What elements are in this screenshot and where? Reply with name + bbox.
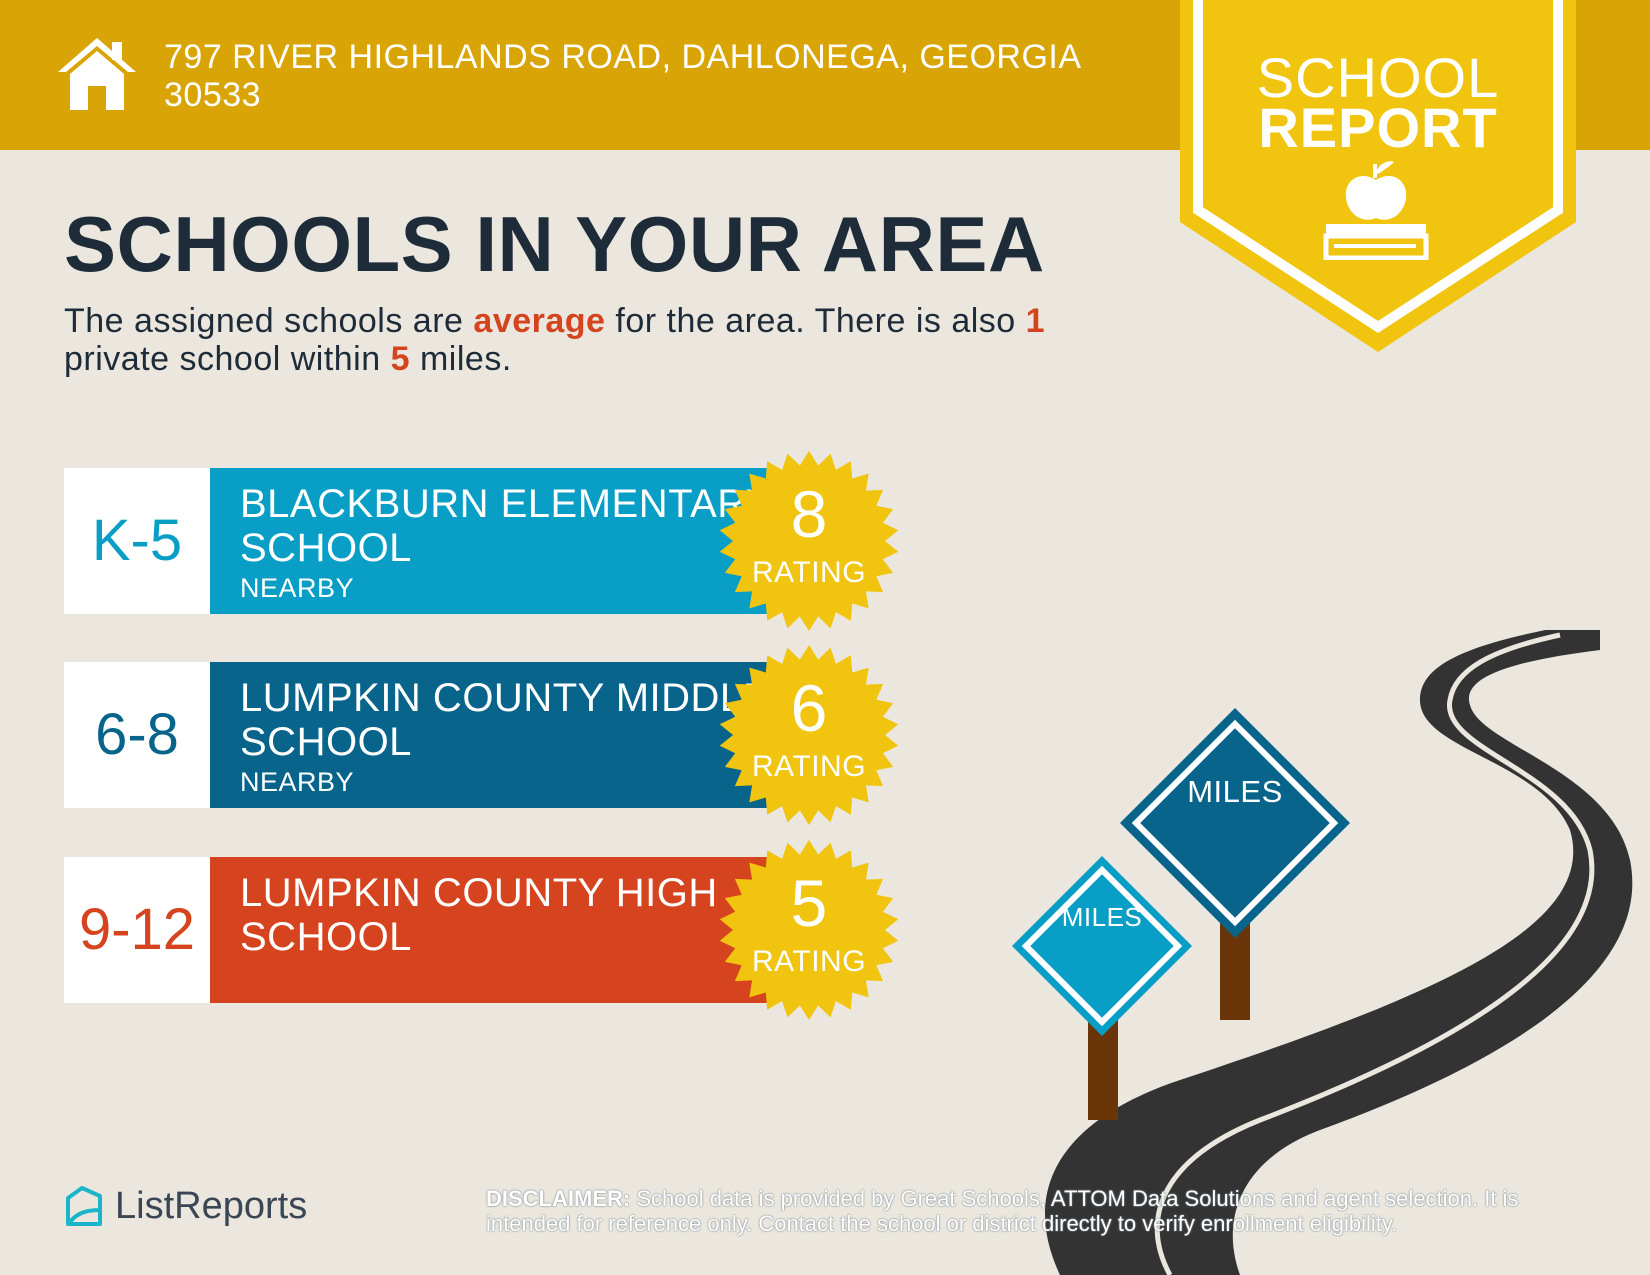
- school-row-middle: 6-8 LUMPKIN COUNTY MIDDLE SCHOOL NEARBY …: [64, 645, 904, 825]
- school-info: BLACKBURN ELEMENTARY SCHOOL NEARBY: [210, 468, 776, 614]
- rating-seal-icon: [719, 451, 899, 631]
- winding-road-illustration: [1012, 630, 1633, 1275]
- school-report-badge: [1180, 0, 1576, 352]
- private-school-count: 1: [1025, 302, 1046, 340]
- school-info: LUMPKIN COUNTY MIDDLE SCHOOL NEARBY: [210, 662, 776, 808]
- rating-label: RATING: [751, 750, 867, 783]
- school-info: LUMPKIN COUNTY HIGH SCHOOL: [210, 857, 776, 1003]
- property-address: 797 RIVER HIGHLANDS ROAD, DAHLONEGA, GEO…: [164, 38, 1080, 114]
- rating-seal-icon: [719, 645, 899, 825]
- grade-range: K-5: [64, 468, 210, 614]
- schools-summary: The assigned schools are average for the…: [64, 302, 1144, 378]
- school-row-elementary: K-5 BLACKBURN ELEMENTARY SCHOOL NEARBY 8…: [64, 451, 904, 631]
- rating-label: RATING: [751, 556, 867, 589]
- summary-text: for the area. There is also: [605, 302, 1026, 340]
- listreports-logo-icon: [66, 1186, 102, 1226]
- disclaimer: DISCLAIMER: School data is provided by G…: [486, 1186, 1606, 1236]
- summary-text: private school within: [64, 340, 391, 378]
- rating-value: 8: [790, 477, 828, 551]
- apple-on-book-icon: [1323, 161, 1429, 260]
- rating-value: 6: [790, 671, 828, 745]
- badge-title-line1: SCHOOL: [1256, 46, 1500, 109]
- rating-seal-icon: [719, 840, 899, 1020]
- school-name: LUMPKIN COUNTY MIDDLE SCHOOL: [240, 676, 770, 764]
- listreports-logo-text: ListReports: [115, 1185, 308, 1227]
- summary-text: The assigned schools are: [64, 302, 474, 340]
- school-name: LUMPKIN COUNTY HIGH SCHOOL: [240, 871, 718, 959]
- school-row-high: 9-12 LUMPKIN COUNTY HIGH SCHOOL 5 RATING: [64, 840, 904, 1020]
- page-title: SCHOOLS IN YOUR AREA: [64, 200, 1045, 288]
- rating-word: average: [473, 302, 606, 340]
- rating-label: RATING: [751, 945, 867, 978]
- house-icon: [58, 38, 136, 110]
- summary-text: miles.: [410, 340, 512, 378]
- radius-miles: 5: [390, 340, 411, 378]
- school-distance: NEARBY: [240, 767, 355, 797]
- badge-title-line2: REPORT: [1258, 96, 1498, 159]
- rating-value: 5: [790, 866, 828, 940]
- grade-range: 9-12: [64, 857, 210, 1003]
- large-sign-label: MILES: [1187, 774, 1283, 809]
- school-name: BLACKBURN ELEMENTARY SCHOOL: [240, 482, 773, 570]
- small-sign-label: MILES: [1061, 902, 1143, 932]
- disclaimer-text: School data is provided by Great Schools…: [486, 1186, 1519, 1236]
- grade-range: 6-8: [64, 662, 210, 808]
- school-distance: NEARBY: [240, 573, 355, 603]
- disclaimer-label: DISCLAIMER:: [486, 1186, 631, 1211]
